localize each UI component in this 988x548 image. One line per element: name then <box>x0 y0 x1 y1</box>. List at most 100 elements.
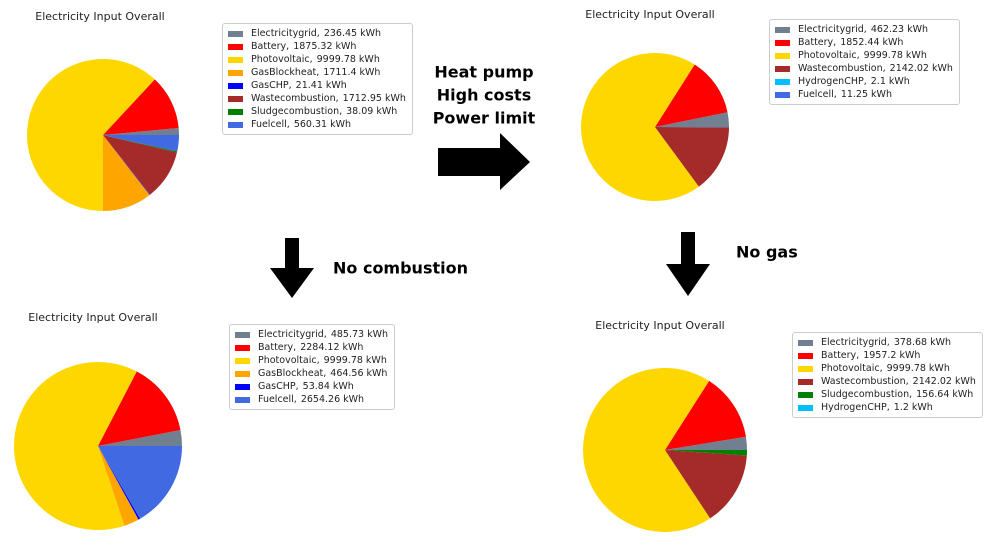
legend-entry: Wastecombustion2142.02 kWh <box>775 62 953 75</box>
legend-label: Battery <box>798 36 840 49</box>
legend-swatch <box>798 378 813 385</box>
annotation: Heat pump <box>434 63 533 82</box>
legend-entry: Electricitygrid485.73 kWh <box>235 328 388 341</box>
legend: Electricitygrid378.68 kWhBattery1957.2 k… <box>792 332 983 418</box>
legend-swatch <box>798 352 813 359</box>
legend-value: 2654.26 kWh <box>300 394 365 405</box>
legend-entry: Photovoltaic9999.78 kWh <box>775 49 953 62</box>
pie-slice <box>103 135 179 152</box>
legend-label: Electricitygrid <box>258 328 331 341</box>
legend-swatch <box>775 65 790 72</box>
legend-swatch <box>228 121 243 128</box>
legend-value: 485.73 kWh <box>330 329 389 340</box>
legend-swatch <box>798 365 813 372</box>
legend-value: 2284.12 kWh <box>300 342 364 353</box>
legend-swatch <box>775 52 790 59</box>
legend-entry: HydrogenCHP1.2 kWh <box>798 401 976 414</box>
pie-slice <box>665 450 747 519</box>
legend-value: 9999.78 kWh <box>323 355 387 366</box>
legend-entry: Sludgecombustion156.64 kWh <box>798 388 976 401</box>
legend-swatch <box>775 91 790 98</box>
legend-entry: Fuelcell560.31 kWh <box>228 118 406 131</box>
pie-slice <box>103 135 178 153</box>
arrow-right <box>438 133 530 190</box>
legend-label: Battery <box>251 40 293 53</box>
legend-label: Fuelcell <box>798 88 841 101</box>
legend-value: 1875.32 kWh <box>293 41 357 52</box>
pie-slice <box>655 64 728 127</box>
annotation: No combustion <box>333 259 468 278</box>
legend-value: 156.64 kWh <box>916 389 974 400</box>
legend-swatch <box>235 357 250 364</box>
annotation: No gas <box>736 243 798 262</box>
legend-value: 236.45 kWh <box>323 28 382 39</box>
legend-label: Electricitygrid <box>251 27 324 40</box>
legend-value: 2142.02 kWh <box>912 376 976 387</box>
legend-label: GasCHP <box>258 380 303 393</box>
pie-slice <box>26 59 155 211</box>
legend-value: 9999.78 kWh <box>863 50 927 61</box>
legend-label: Photovoltaic <box>258 354 324 367</box>
pie-slice <box>581 53 699 202</box>
legend-value: 464.56 kWh <box>330 368 388 379</box>
legend-entry: Battery1875.32 kWh <box>228 40 406 53</box>
legend-swatch <box>228 95 243 102</box>
legend-value: 1711.4 kWh <box>323 67 381 78</box>
pie-slice <box>14 362 137 530</box>
pie-slice <box>103 135 177 195</box>
legend-entry: Battery2284.12 kWh <box>235 341 388 354</box>
pie-slice <box>655 127 729 187</box>
legend-label: Photovoltaic <box>821 362 887 375</box>
chart-title: Electricity Input Overall <box>35 10 164 23</box>
legend-label: Wastecombustion <box>251 92 343 105</box>
legend-label: Sludgecombustion <box>251 105 346 118</box>
legend-swatch <box>775 78 790 85</box>
legend-swatch <box>235 331 250 338</box>
legend-swatch <box>228 108 243 115</box>
legend-value: 462.23 kWh <box>870 24 929 35</box>
legend-swatch <box>228 82 243 89</box>
pie-slice <box>98 446 182 519</box>
chart-title: Electricity Input Overall <box>28 311 157 324</box>
legend-swatch <box>235 344 250 351</box>
legend-entry: Electricitygrid236.45 kWh <box>228 27 406 40</box>
legend-entry: Electricitygrid378.68 kWh <box>798 336 976 349</box>
legend-entry: GasCHP53.84 kWh <box>235 380 388 393</box>
pie-slice <box>98 430 182 446</box>
legend-label: Photovoltaic <box>798 49 864 62</box>
legend-entry: Photovoltaic9999.78 kWh <box>235 354 388 367</box>
legend-label: HydrogenCHP <box>798 75 871 88</box>
legend-label: GasBlockheat <box>258 367 330 380</box>
chart-title: Electricity Input Overall <box>585 8 714 21</box>
legend-value: 9999.78 kWh <box>316 54 380 65</box>
legend-label: GasCHP <box>251 79 296 92</box>
legend-value: 1712.95 kWh <box>342 93 406 104</box>
legend-value: 38.09 kWh <box>346 106 398 117</box>
legend-value: 2142.02 kWh <box>889 63 953 74</box>
legend-swatch <box>798 339 813 346</box>
legend-swatch <box>228 43 243 50</box>
pie-slice <box>98 371 181 446</box>
legend-swatch <box>235 396 250 403</box>
legend-entry: GasBlockheat464.56 kWh <box>235 367 388 380</box>
pie-slice <box>103 135 151 195</box>
pie-slice <box>655 112 729 127</box>
legend: Electricitygrid236.45 kWhBattery1875.32 … <box>222 23 413 135</box>
pie-slice <box>665 450 747 456</box>
pie-slice <box>665 436 747 450</box>
legend-swatch <box>228 56 243 63</box>
arrow-down <box>270 238 314 298</box>
pie-slice <box>103 128 179 135</box>
legend-value: 1957.2 kWh <box>863 350 921 361</box>
legend-entry: GasCHP21.41 kWh <box>228 79 406 92</box>
legend-label: Fuelcell <box>258 393 301 406</box>
legend-label: Electricitygrid <box>821 336 894 349</box>
pie-slice <box>665 380 746 450</box>
legend-value: 21.41 kWh <box>295 80 347 91</box>
legend-swatch <box>228 69 243 76</box>
legend-entry: HydrogenCHP2.1 kWh <box>775 75 953 88</box>
pie-slice <box>102 135 150 211</box>
annotation: Power limit <box>433 109 536 128</box>
